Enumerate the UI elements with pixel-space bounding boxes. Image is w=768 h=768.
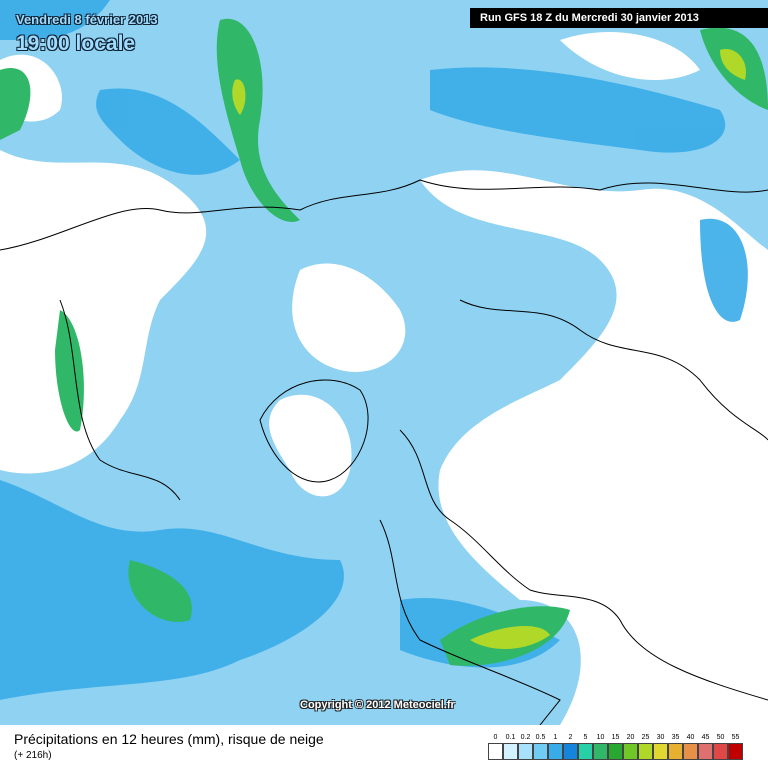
legend-item: 30 [653,733,668,760]
legend-item: 55 [728,733,743,760]
legend-swatch [548,743,563,760]
legend-label: 0.5 [535,734,546,741]
legend-item: 5 [578,733,593,760]
legend-swatch [488,743,503,760]
legend-item: 35 [668,733,683,760]
legend-label: 30 [656,734,665,741]
legend-swatch [698,743,713,760]
legend-label: 25 [641,734,650,741]
legend-label: 15 [611,734,620,741]
local-time: 19:00 locale [16,32,136,55]
legend-label: 5 [583,734,588,741]
legend-swatch [578,743,593,760]
legend-label: 10 [596,734,605,741]
legend-item: 0.1 [503,733,518,760]
legend-swatch [668,743,683,760]
legend-item: 1 [548,733,563,760]
legend-label: 20 [626,734,635,741]
legend-swatch [638,743,653,760]
legend-swatch [683,743,698,760]
legend-swatch [623,743,638,760]
legend-item: 25 [638,733,653,760]
legend-item: 0.5 [533,733,548,760]
legend-label: 40 [686,734,695,741]
legend-swatch [728,743,743,760]
legend-label: 0.1 [505,734,516,741]
legend-label: 1 [553,734,558,741]
legend-label: 0.2 [520,734,531,741]
legend-item: 50 [713,733,728,760]
legend-item: 10 [593,733,608,760]
legend-item: 15 [608,733,623,760]
legend-item: 2 [563,733,578,760]
copyright: Copyright © 2012 Meteociel.fr [300,699,455,711]
legend-swatch [563,743,578,760]
legend-label: 50 [716,734,725,741]
legend-item: 40 [683,733,698,760]
legend-label: 0 [493,734,498,741]
legend-label: 2 [568,734,573,741]
legend-swatch [653,743,668,760]
legend-item: 45 [698,733,713,760]
map [0,0,768,725]
legend-swatch [608,743,623,760]
footer: Précipitations en 12 heures (mm), risque… [0,725,768,768]
legend-label: 35 [671,734,680,741]
legend-swatch [518,743,533,760]
date: Vendredi 8 février 2013 [16,12,158,27]
legend-swatch [713,743,728,760]
footer-subtitle: (+ 216h) [14,750,52,761]
legend-swatch [503,743,518,760]
legend-item: 0 [488,733,503,760]
legend-label: 45 [701,734,710,741]
legend-item: 20 [623,733,638,760]
legend-item: 0.2 [518,733,533,760]
legend-swatch [593,743,608,760]
run-info: Run GFS 18 Z du Mercredi 30 janvier 2013 [470,8,768,28]
footer-title: Précipitations en 12 heures (mm), risque… [14,731,324,747]
legend-label: 55 [731,734,740,741]
legend-swatch [533,743,548,760]
